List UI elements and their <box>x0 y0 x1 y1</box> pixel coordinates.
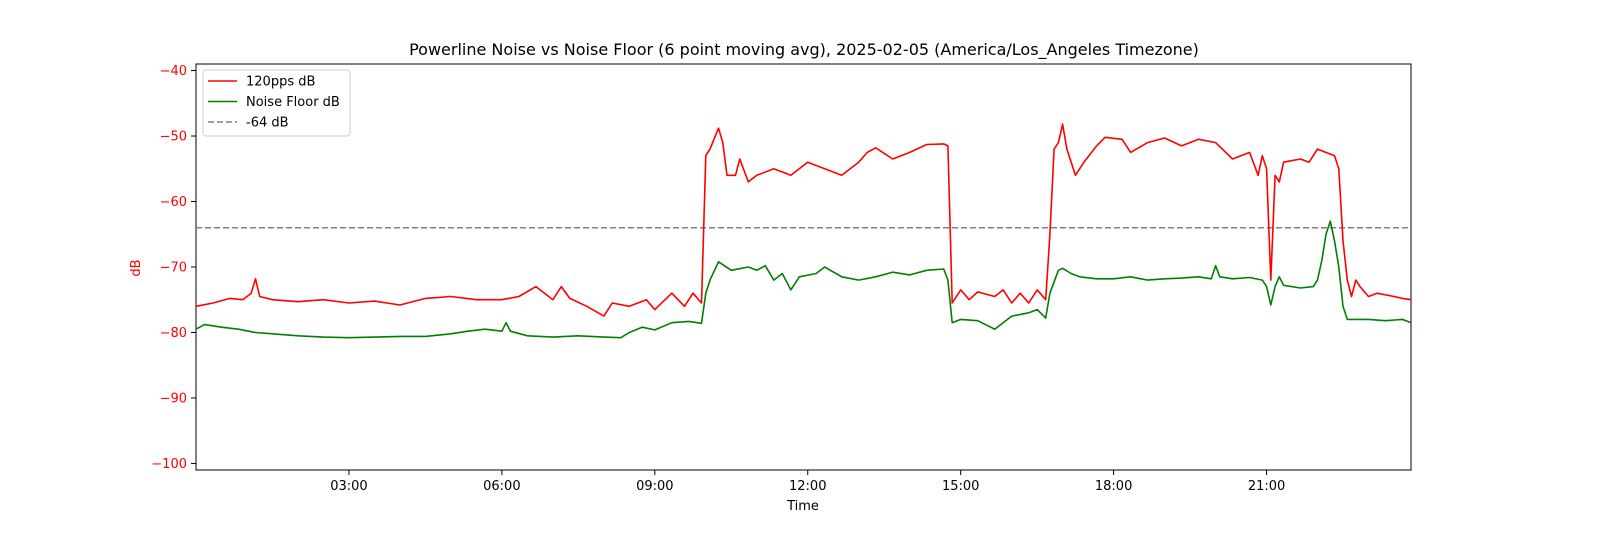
chart-title: Powerline Noise vs Noise Floor (6 point … <box>409 40 1199 60</box>
y-tick-label: −90 <box>160 391 187 406</box>
x-tick-label: 12:00 <box>789 479 826 494</box>
x-tick-label: 09:00 <box>636 479 673 494</box>
y-tick-label: −100 <box>151 457 187 472</box>
series-line-0 <box>195 123 1412 317</box>
x-tick-label: 18:00 <box>1095 479 1132 494</box>
x-tick-label: 15:00 <box>942 479 979 494</box>
legend: 120pps dB Noise Floor dB -64 dB <box>202 69 351 137</box>
x-tick-label: 06:00 <box>483 479 520 494</box>
legend-label: Noise Floor dB <box>246 95 340 110</box>
y-axis: −40 −50 −60 −70 −80 −90 −100 <box>151 64 196 472</box>
y-tick-label: −60 <box>160 195 187 210</box>
legend-label: -64 dB <box>246 116 289 131</box>
y-tick-label: −50 <box>160 130 187 145</box>
legend-label: 120pps dB <box>246 75 315 90</box>
y-tick-label: −70 <box>160 261 187 276</box>
series-line-1 <box>195 220 1412 339</box>
y-axis-label: dB <box>129 259 144 276</box>
x-axis-label: Time <box>786 499 819 514</box>
x-axis: 03:00 06:00 09:00 12:00 15:00 18:00 21:00 <box>330 470 1285 494</box>
y-tick-label: −80 <box>160 326 187 341</box>
legend-box <box>202 69 351 137</box>
x-tick-label: 21:00 <box>1248 479 1285 494</box>
x-tick-label: 03:00 <box>330 479 367 494</box>
series-lines <box>195 123 1412 339</box>
plot-area-frame <box>195 63 1412 471</box>
y-tick-label: −40 <box>160 64 187 79</box>
